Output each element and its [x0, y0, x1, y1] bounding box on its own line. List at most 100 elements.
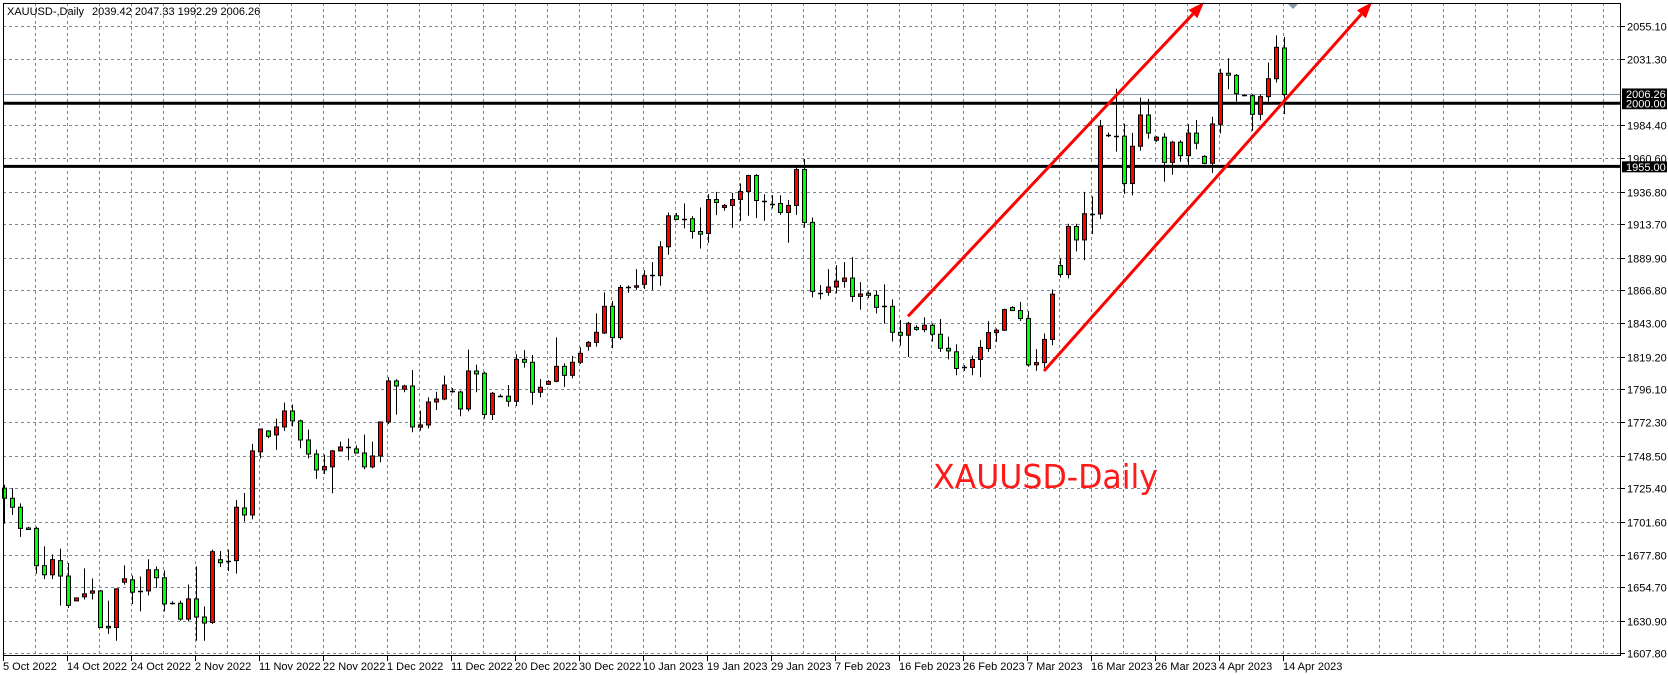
candle — [178, 600, 183, 621]
candle-body-bear — [1146, 114, 1151, 134]
candle — [186, 584, 191, 622]
candle-body-bull — [250, 450, 255, 516]
candle-body-bull — [50, 559, 55, 576]
candle — [810, 217, 815, 298]
candle — [1242, 94, 1247, 97]
candle — [90, 578, 95, 600]
candle-body-bull — [594, 331, 599, 343]
y-tick-label: 2031.30 — [1627, 55, 1667, 67]
candle-body-bull — [738, 191, 743, 201]
x-tick-label: 19 Jan 2023 — [707, 661, 768, 673]
candle — [1050, 289, 1055, 346]
candle-body-bull — [858, 293, 863, 297]
ohlc-readout: 2039.42 2047.33 1992.29 2006.26 — [92, 6, 260, 18]
candle — [218, 550, 223, 567]
trend-line[interactable] — [906, 2, 1204, 318]
x-tick-label: 16 Mar 2023 — [1091, 661, 1153, 673]
candle-body-bear — [522, 358, 527, 363]
candle — [602, 292, 607, 334]
trend-lines[interactable] — [906, 2, 1372, 372]
candle-body-bull — [386, 380, 391, 423]
candle — [170, 601, 175, 605]
level-label-box — [1622, 161, 1667, 173]
chart-annotation-text[interactable]: XAUUSD-Daily — [933, 457, 1158, 496]
candle — [1226, 58, 1231, 90]
price-axis[interactable]: 2055.102031.301984.401960.601936.801913.… — [1621, 22, 1667, 661]
candle-body-bull — [978, 346, 983, 360]
candle — [570, 355, 575, 379]
candle — [1066, 223, 1071, 279]
x-tick-label: 16 Feb 2023 — [899, 661, 961, 673]
candle-body-bear — [26, 527, 31, 530]
x-tick-label: 29 Jan 2023 — [771, 661, 832, 673]
candle — [306, 429, 311, 459]
candle — [682, 203, 687, 229]
candle — [610, 301, 615, 349]
candle-body-bull — [514, 358, 519, 402]
candle — [1106, 132, 1111, 138]
candle — [1210, 116, 1215, 174]
candle-body-bull — [378, 421, 383, 457]
candle-body-bear — [890, 305, 895, 333]
candle-body-bull — [1210, 123, 1215, 164]
candle — [650, 262, 655, 291]
candle — [698, 207, 703, 249]
candle-body-bull — [114, 588, 119, 629]
candle-body-bear — [482, 372, 487, 415]
time-axis[interactable]: 5 Oct 2022 14 Oct 2022 24 Oct 2022 2 Nov 20… — [3, 656, 1342, 673]
x-tick-label: 7 Feb 2023 — [835, 661, 891, 673]
candle-body-bear — [354, 448, 359, 454]
candle — [1018, 301, 1023, 321]
candle-body-bear — [930, 324, 935, 335]
candle-body-bull — [1138, 114, 1143, 147]
candle-body-bear — [1018, 310, 1023, 320]
candle — [658, 241, 663, 286]
candle — [730, 192, 735, 228]
candle — [66, 563, 71, 609]
candle-body-bull — [186, 598, 191, 620]
candle — [10, 488, 15, 515]
candle-body-bear — [2, 487, 7, 499]
plot-frame — [3, 3, 1621, 656]
x-tick-label: 14 Apr 2023 — [1283, 661, 1342, 673]
candle — [530, 355, 535, 405]
candle — [322, 454, 327, 474]
candle — [202, 606, 207, 641]
candle-body-bull — [146, 569, 151, 592]
candle-body-bear — [754, 175, 759, 202]
candle-body-bear — [530, 361, 535, 393]
y-tick-label: 1936.80 — [1627, 188, 1667, 200]
candle-body-bull — [1258, 96, 1263, 115]
candle — [506, 385, 511, 407]
trend-line[interactable] — [1042, 2, 1372, 372]
candle-body-bull — [1218, 72, 1223, 125]
candle-body-bear — [690, 218, 695, 233]
candle — [1130, 132, 1135, 196]
candle — [906, 321, 911, 357]
candle — [1138, 97, 1143, 151]
candle — [338, 441, 343, 452]
chart-header: XAUUSD-,Daily 2039.42 2047.33 1992.29 200… — [7, 6, 260, 18]
trend-line-segment[interactable] — [906, 12, 1195, 318]
candle — [746, 174, 751, 216]
candle-body-bull — [722, 204, 727, 209]
candle-body-bear — [218, 559, 223, 564]
candle-body-bear — [898, 331, 903, 336]
y-tick-label: 1725.40 — [1627, 484, 1667, 496]
candle-body-bear — [1162, 136, 1167, 163]
candle — [786, 200, 791, 243]
candle-body-bear — [778, 202, 783, 213]
trend-line-segment[interactable] — [1042, 13, 1363, 372]
candle — [106, 600, 111, 634]
candle-body-bear — [194, 598, 199, 618]
candle-body-bull — [642, 275, 647, 285]
candle-body-bull — [1050, 293, 1055, 340]
chart-shift-marker-icon[interactable] — [1288, 4, 1298, 9]
candle — [930, 323, 935, 342]
candle-body-bear — [1074, 225, 1079, 241]
candle-body-bear — [298, 420, 303, 441]
candle — [674, 212, 679, 221]
candle — [514, 354, 519, 407]
candle — [818, 285, 823, 300]
